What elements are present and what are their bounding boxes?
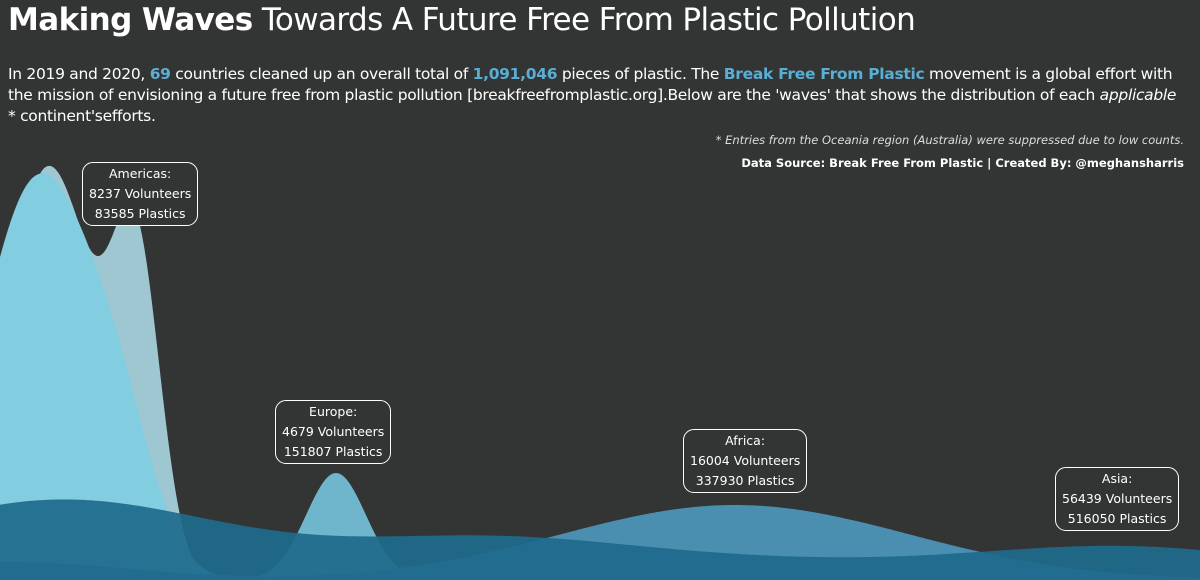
americas-callout-volunteers: 8237 Volunteers xyxy=(89,186,192,201)
total-plastic-count: 1,091,046 xyxy=(472,65,558,83)
subtitle-part-5: * continent'sefforts. xyxy=(8,107,156,125)
europe-callout-name: Europe: xyxy=(309,404,358,419)
europe-wave xyxy=(230,473,450,580)
asia-callout-plastics: 516050 Plastics xyxy=(1067,511,1167,526)
asia-callout-volunteers: 56439 Volunteers xyxy=(1062,491,1173,506)
chart-subtitle: In 2019 and 2020, 69 countries cleaned u… xyxy=(8,64,1188,127)
africa-callout-plastics: 337930 Plastics xyxy=(695,473,795,488)
applicable-word: applicable xyxy=(1099,86,1177,104)
africa-callout-volunteers: 16004 Volunteers xyxy=(690,453,801,468)
asia-wave xyxy=(0,499,1200,580)
asia-callout-name: Asia: xyxy=(1101,471,1133,486)
americas-callout-name: Americas: xyxy=(108,166,172,181)
countries-count: 69 xyxy=(149,65,171,83)
subtitle-part-3: pieces of plastic. The xyxy=(557,65,724,83)
title-rest: Towards A Future Free From Plastic Pollu… xyxy=(252,2,916,38)
americas-wave xyxy=(0,173,250,580)
africa-callout-name: Africa: xyxy=(725,433,766,448)
title-bold: Making Waves xyxy=(8,2,253,38)
europe-callout-volunteers: 4679 Volunteers xyxy=(282,424,385,439)
movement-name: Break Free From Plastic xyxy=(723,65,925,83)
subtitle-part-1: In 2019 and 2020, xyxy=(8,65,150,83)
suppression-note: * Entries from the Oceania region (Austr… xyxy=(715,133,1184,147)
subtitle-part-2: countries cleaned up an overall total of xyxy=(170,65,473,83)
subtitle-part-4: movement is a global effort with the mis… xyxy=(8,65,1173,104)
americas-callout-plastics: 83585 Plastics xyxy=(94,206,186,221)
africa-callout: Africa: 16004 Volunteers 337930 Plastics xyxy=(683,429,808,493)
americas-callout: Americas: 8237 Volunteers 83585 Plastics xyxy=(82,162,199,226)
europe-callout: Europe: 4679 Volunteers 151807 Plastics xyxy=(275,400,392,464)
chart-title: Making Waves Towards A Future Free From … xyxy=(8,2,916,38)
data-source: Data Source: Break Free From Plastic | C… xyxy=(741,156,1184,170)
europe-callout-plastics: 151807 Plastics xyxy=(283,444,383,459)
asia-callout: Asia: 56439 Volunteers 516050 Plastics xyxy=(1055,467,1180,531)
